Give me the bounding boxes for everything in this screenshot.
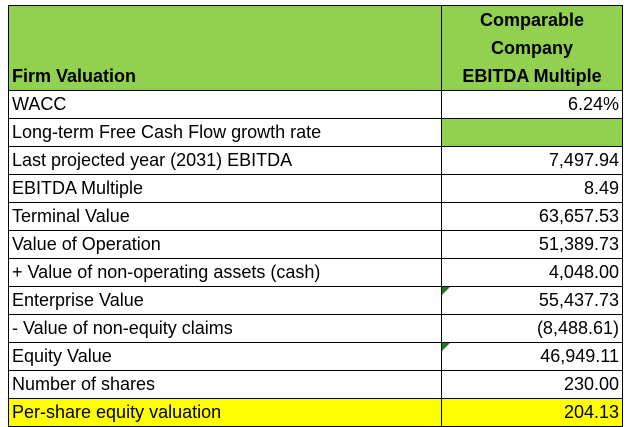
row-value-cell[interactable]: 51,389.73 (441, 230, 623, 259)
row-value-of-operation: Value of Operation 51,389.73 (8, 230, 623, 259)
row-label-cell[interactable]: Value of Operation (8, 230, 442, 259)
row-value-cell[interactable] (441, 118, 623, 147)
row-label-cell[interactable]: Per-share equity valuation (8, 398, 442, 427)
cell-value: 46,949.11 (540, 346, 619, 366)
row-growth-rate: Long-term Free Cash Flow growth rate (8, 118, 623, 147)
row-value-cell[interactable]: 46,949.11 (441, 342, 623, 371)
row-value-cell[interactable]: 63,657.53 (441, 202, 623, 231)
column-heading-line: EBITDA Multiple (462, 66, 602, 86)
row-value-cell[interactable]: 8.49 (441, 174, 623, 203)
header-comparable-company-cell[interactable]: Comparable Company EBITDA Multiple (441, 5, 623, 91)
column-heading-line: Company (490, 38, 573, 58)
row-label-cell[interactable]: Equity Value (8, 342, 442, 371)
row-last-projected-ebitda: Last projected year (2031) EBITDA 7,497.… (8, 146, 623, 175)
row-value-cell[interactable]: 7,497.94 (441, 146, 623, 175)
header-row: Firm Valuation Comparable Company EBITDA… (8, 5, 623, 91)
row-terminal-value: Terminal Value 63,657.53 (8, 202, 623, 231)
row-label-cell[interactable]: Terminal Value (8, 202, 442, 231)
row-value-cell[interactable]: 6.24% (441, 90, 623, 119)
row-label-cell[interactable]: + Value of non-operating assets (cash) (8, 258, 442, 287)
row-value-cell[interactable]: 55,437.73 (441, 286, 623, 315)
header-firm-valuation-cell[interactable]: Firm Valuation (8, 5, 442, 91)
cell-value: 55,437.73 (538, 290, 619, 310)
row-value-cell[interactable]: 4,048.00 (441, 258, 623, 287)
row-non-equity-claims: - Value of non-equity claims (8,488.61) (8, 314, 623, 343)
firm-valuation-table: Firm Valuation Comparable Company EBITDA… (8, 5, 623, 427)
row-equity-value: Equity Value 46,949.11 (8, 342, 623, 371)
row-value-cell[interactable]: (8,488.61) (441, 314, 623, 343)
row-value-cell[interactable]: 204.13 (441, 398, 623, 427)
row-wacc: WACC 6.24% (8, 90, 623, 119)
row-enterprise-value: Enterprise Value 55,437.73 (8, 286, 623, 315)
row-label-cell[interactable]: Enterprise Value (8, 286, 442, 315)
row-label-cell[interactable]: Number of shares (8, 370, 442, 399)
row-label-cell[interactable]: - Value of non-equity claims (8, 314, 442, 343)
row-label-cell[interactable]: EBITDA Multiple (8, 174, 442, 203)
row-label-cell[interactable]: Long-term Free Cash Flow growth rate (8, 118, 442, 147)
valuation-sheet: Firm Valuation Comparable Company EBITDA… (8, 5, 623, 427)
column-heading-line: Comparable (479, 10, 585, 30)
error-indicator-icon[interactable] (442, 287, 450, 295)
error-indicator-icon[interactable] (442, 343, 450, 351)
row-number-of-shares: Number of shares 230.00 (8, 370, 623, 399)
row-label-cell[interactable]: WACC (8, 90, 442, 119)
row-value-cell[interactable]: 230.00 (441, 370, 623, 399)
row-label-cell[interactable]: Last projected year (2031) EBITDA (8, 146, 442, 175)
row-non-operating-assets: + Value of non-operating assets (cash) 4… (8, 258, 623, 287)
row-per-share-valuation: Per-share equity valuation 204.13 (8, 398, 623, 427)
row-ebitda-multiple: EBITDA Multiple 8.49 (8, 174, 623, 203)
